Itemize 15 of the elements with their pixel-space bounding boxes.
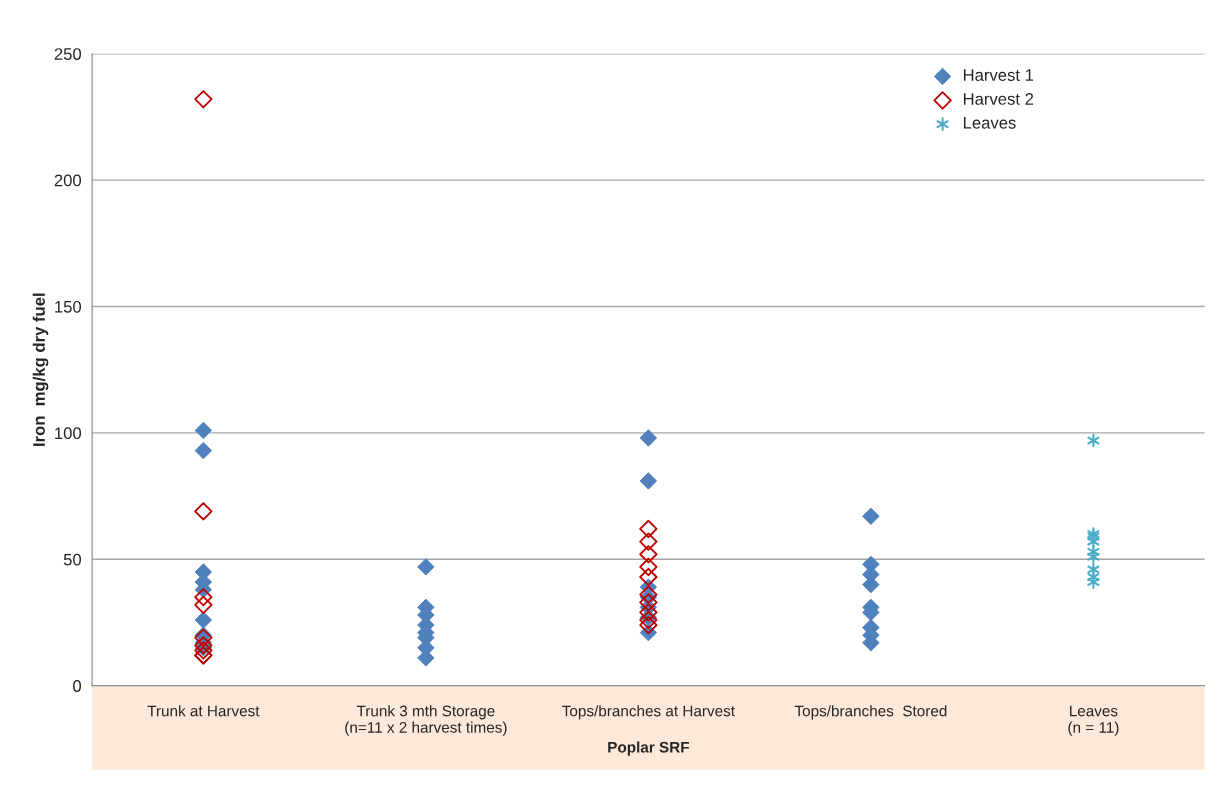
y-tick-label: 150 xyxy=(55,300,82,313)
y-tick-label: 50 xyxy=(63,553,82,566)
y-axis-title: Iron mg/kg dry fuel xyxy=(32,293,49,446)
x-tick-label: Tops/branches Stored xyxy=(794,705,947,720)
y-tick-label: 250 xyxy=(54,48,82,60)
y-tick-label: 200 xyxy=(54,174,82,187)
x-tick-label: Trunk at Harvest xyxy=(147,705,260,717)
x-tick-label: Trunk 3 mth Storage (n=11 x 2 harvest times) xyxy=(345,705,507,736)
x-axis-title: Poplar SRF xyxy=(608,741,689,756)
x-tick-label: Leaves (n = 11) xyxy=(1068,705,1119,736)
x-tick-label: Tops/branches at Harvest xyxy=(562,705,735,720)
legend-label: Harvest 1 xyxy=(963,69,1034,81)
legend-label: Harvest 2 xyxy=(963,93,1034,105)
y-tick-label: 0 xyxy=(73,680,82,692)
y-tick-label: 100 xyxy=(55,427,82,440)
